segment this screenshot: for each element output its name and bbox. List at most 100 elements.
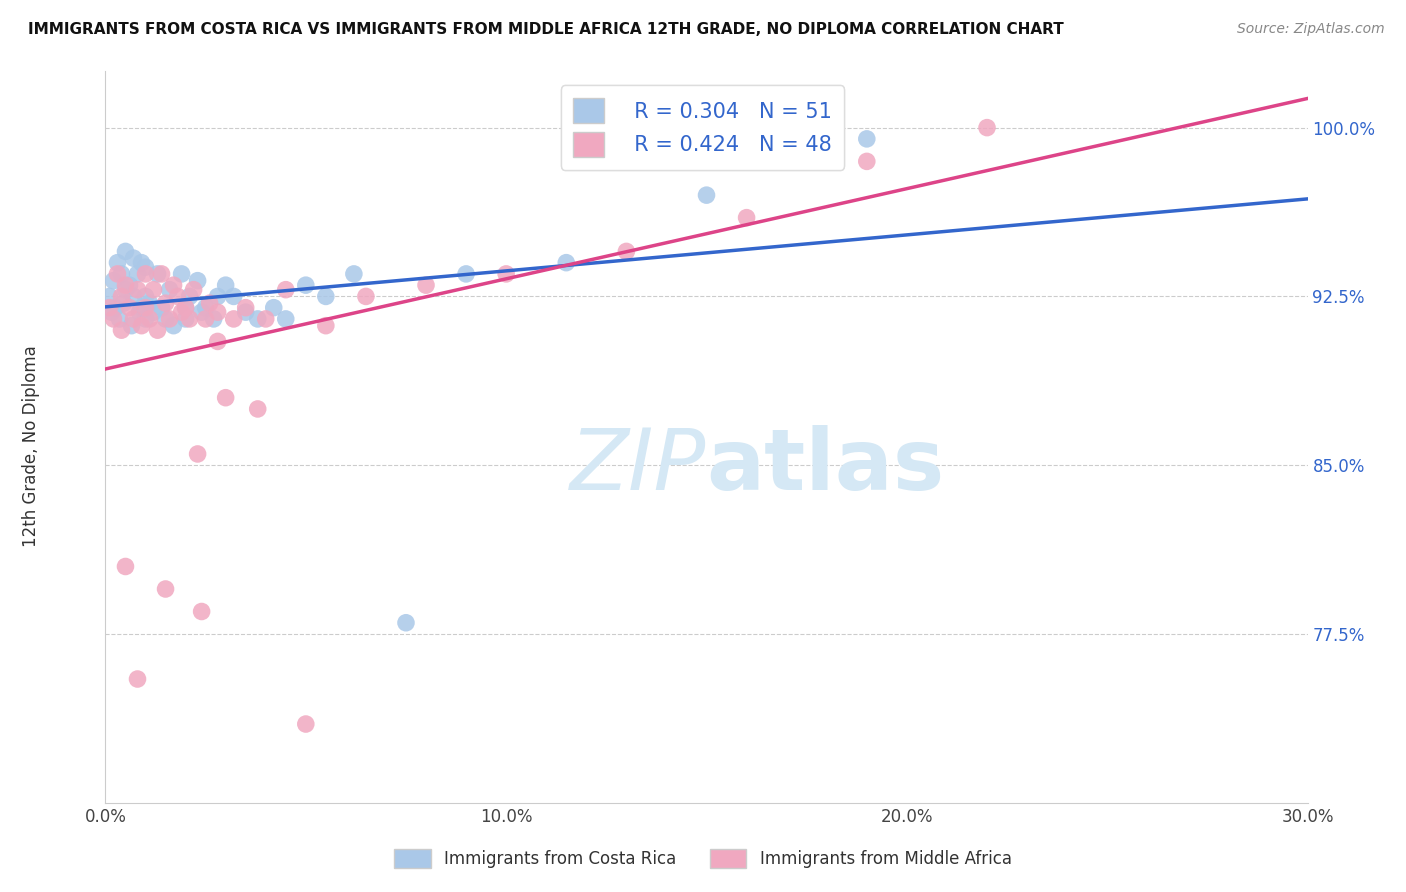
Point: [110, 289, 132, 303]
Point: [121, 318, 143, 333]
Point: [214, 278, 236, 293]
Point: [295, 278, 318, 293]
Point: [187, 274, 209, 288]
Text: ZIP: ZIP: [571, 425, 707, 508]
Text: 12th Grade, No Diploma: 12th Grade, No Diploma: [22, 345, 39, 547]
Point: [155, 582, 177, 596]
Point: [114, 559, 136, 574]
Point: [222, 312, 245, 326]
Point: [174, 312, 197, 326]
Point: [170, 305, 193, 319]
Point: [159, 312, 181, 326]
Point: [495, 267, 517, 281]
Point: [118, 301, 141, 315]
Point: [616, 244, 638, 259]
Point: [295, 717, 318, 731]
Point: [274, 312, 297, 326]
Point: [110, 323, 132, 337]
Point: [235, 301, 257, 315]
Point: [142, 305, 165, 319]
Point: [104, 301, 127, 315]
Point: [127, 283, 149, 297]
Point: [415, 278, 437, 293]
Point: [855, 154, 877, 169]
Legend: Immigrants from Costa Rica, Immigrants from Middle Africa: Immigrants from Costa Rica, Immigrants f…: [388, 842, 1018, 875]
Point: [127, 267, 149, 281]
Point: [246, 312, 269, 326]
Point: [254, 312, 277, 326]
Point: [114, 244, 136, 259]
Point: [146, 267, 169, 281]
Point: [135, 267, 157, 281]
Point: [190, 305, 212, 319]
Point: [166, 289, 188, 303]
Point: [696, 188, 718, 202]
Point: [315, 318, 337, 333]
Point: [187, 447, 209, 461]
Point: [135, 260, 157, 275]
Point: [131, 255, 153, 269]
Point: [112, 296, 135, 310]
Point: [138, 296, 160, 310]
Point: [138, 312, 160, 326]
Point: [174, 301, 197, 315]
Point: [343, 267, 366, 281]
Point: [131, 301, 153, 315]
Point: [142, 283, 165, 297]
Point: [122, 251, 145, 265]
Point: [174, 301, 197, 315]
Point: [128, 305, 150, 319]
Point: [170, 267, 193, 281]
Point: [162, 318, 184, 333]
Point: [98, 301, 121, 315]
Point: [107, 267, 129, 281]
Point: [122, 312, 145, 326]
Point: [456, 267, 478, 281]
Point: [179, 312, 201, 326]
Point: [150, 301, 173, 315]
Point: [198, 296, 221, 310]
Point: [246, 401, 269, 416]
Point: [103, 274, 125, 288]
Point: [555, 255, 578, 269]
Point: [207, 289, 229, 303]
Point: [155, 296, 177, 310]
Legend:   R = 0.304   N = 51,   R = 0.424   N = 48: R = 0.304 N = 51, R = 0.424 N = 48: [561, 86, 845, 169]
Point: [207, 305, 229, 319]
Text: IMMIGRANTS FROM COSTA RICA VS IMMIGRANTS FROM MIDDLE AFRICA 12TH GRADE, NO DIPLO: IMMIGRANTS FROM COSTA RICA VS IMMIGRANTS…: [28, 22, 1064, 37]
Point: [202, 312, 225, 326]
Point: [150, 267, 173, 281]
Point: [146, 323, 169, 337]
Text: atlas: atlas: [707, 425, 945, 508]
Point: [354, 289, 377, 303]
Point: [107, 255, 129, 269]
Point: [98, 289, 121, 303]
Point: [114, 283, 136, 297]
Point: [159, 283, 181, 297]
Point: [235, 305, 257, 319]
Point: [114, 278, 136, 293]
Point: [194, 312, 217, 326]
Point: [222, 289, 245, 303]
Point: [155, 312, 177, 326]
Point: [127, 672, 149, 686]
Point: [183, 283, 205, 297]
Point: [110, 267, 132, 281]
Point: [122, 289, 145, 303]
Point: [735, 211, 758, 225]
Point: [162, 278, 184, 293]
Point: [194, 301, 217, 315]
Point: [100, 305, 122, 319]
Point: [214, 391, 236, 405]
Point: [855, 132, 877, 146]
Point: [315, 289, 337, 303]
Point: [395, 615, 418, 630]
Point: [179, 289, 201, 303]
Point: [135, 301, 157, 315]
Point: [190, 605, 212, 619]
Point: [274, 283, 297, 297]
Point: [976, 120, 998, 135]
Point: [118, 278, 141, 293]
Point: [263, 301, 285, 315]
Point: [108, 312, 131, 326]
